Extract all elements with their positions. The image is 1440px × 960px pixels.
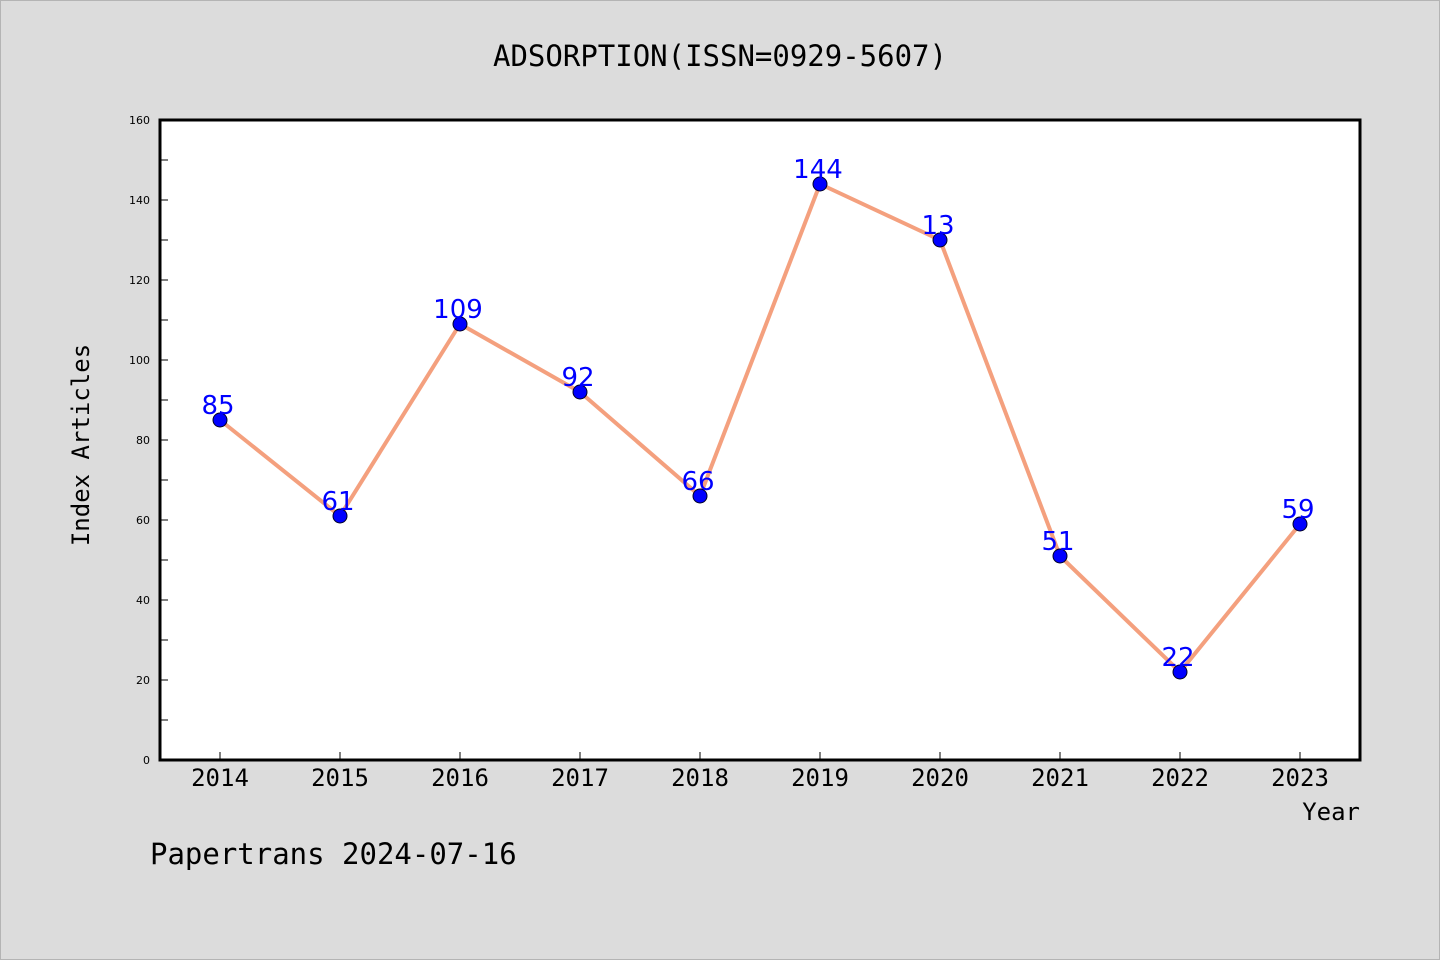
x-tick-label: 2018 — [671, 764, 729, 792]
x-tick-label: 2019 — [791, 764, 849, 792]
y-tick-label: 20 — [136, 674, 150, 687]
x-tick-label: 2023 — [1271, 764, 1329, 792]
data-point — [332, 508, 348, 524]
data-point — [812, 176, 828, 192]
x-tick-label: 2022 — [1151, 764, 1209, 792]
data-label: 51 — [1041, 527, 1074, 557]
x-tick-label: 2017 — [551, 764, 609, 792]
y-tick-label: 120 — [129, 274, 150, 287]
data-label: 13 — [921, 211, 954, 241]
y-tick-label: 160 — [129, 114, 150, 127]
footer-credit: Papertrans 2024-07-16 — [150, 837, 517, 871]
data-label: 85 — [201, 391, 234, 421]
data-point — [212, 412, 228, 428]
data-label: 144 — [793, 155, 843, 185]
data-label: 59 — [1281, 495, 1314, 525]
x-tick-label: 2016 — [431, 764, 489, 792]
x-axis-label: Year — [1302, 798, 1360, 826]
x-tick-label: 2014 — [191, 764, 249, 792]
data-point — [932, 232, 948, 248]
data-point — [452, 316, 468, 332]
data-label: 22 — [1161, 643, 1194, 673]
data-label: 92 — [561, 363, 594, 393]
data-labels: 85 61 109 92 66 144 13 51 22 59 — [201, 155, 1314, 673]
y-axis: 0 20 40 60 80 100 120 140 160 — [129, 114, 168, 767]
x-tick-label: 2021 — [1031, 764, 1089, 792]
chart-title: ADSORPTION(ISSN=0929-5607) — [493, 39, 947, 73]
data-point — [572, 384, 588, 400]
data-point — [1052, 548, 1068, 564]
data-point — [1292, 516, 1308, 532]
data-label: 109 — [433, 295, 483, 325]
data-point — [1172, 664, 1188, 680]
series-line-group — [218, 182, 1302, 674]
x-tick-label: 2020 — [911, 764, 969, 792]
x-axis: 2014 2015 2016 2017 2018 2019 2020 2021 2022 2023 — [191, 752, 1329, 792]
y-tick-label: 80 — [136, 434, 150, 447]
y-tick-label: 60 — [136, 514, 150, 527]
series-markers — [212, 176, 1308, 680]
data-label: 61 — [321, 487, 354, 517]
data-point — [692, 488, 708, 504]
y-tick-label: 0 — [143, 754, 150, 767]
x-tick-label: 2015 — [311, 764, 369, 792]
y-tick-label: 100 — [129, 354, 150, 367]
series-line — [218, 182, 1302, 674]
y-tick-label: 40 — [136, 594, 150, 607]
data-label: 66 — [681, 467, 714, 497]
y-tick-label: 140 — [129, 194, 150, 207]
y-axis-label: Index Articles — [67, 344, 95, 546]
